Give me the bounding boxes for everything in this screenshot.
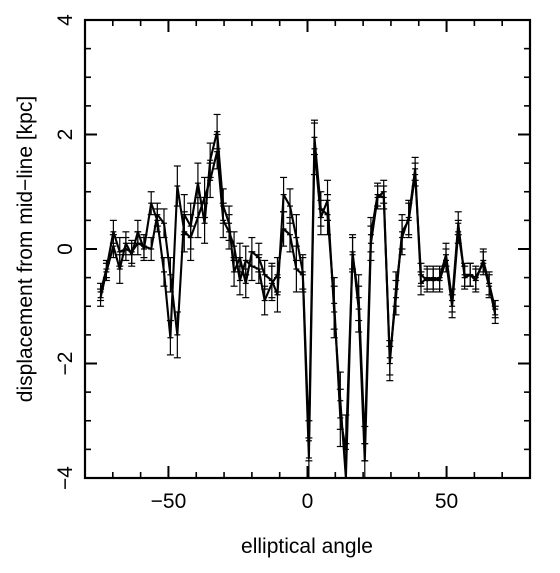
data-point: [194, 196, 202, 239]
data-point: [160, 256, 168, 287]
data-point: [97, 288, 105, 307]
data-point: [187, 214, 195, 262]
data-point: [466, 262, 474, 287]
data-point: [153, 208, 161, 233]
data-point: [454, 211, 462, 236]
data-point: [305, 437, 313, 478]
x-tick-label: −50: [151, 490, 187, 513]
x-tick-label: 0: [302, 490, 314, 513]
data-point: [248, 251, 256, 282]
data-point: [405, 199, 413, 236]
data-point: [324, 179, 332, 221]
data-point: [268, 265, 276, 302]
y-tick-label: 0: [54, 243, 77, 255]
data-point: [398, 219, 406, 256]
data-point: [236, 265, 244, 296]
data-point: [273, 256, 281, 293]
data-point: [349, 234, 357, 270]
data-point: [166, 319, 174, 356]
data-point: [128, 242, 136, 267]
data-point: [461, 265, 469, 290]
data-point: [448, 288, 456, 313]
data-point: [479, 251, 487, 276]
data-point: [122, 231, 130, 256]
data-point: [219, 202, 227, 239]
data-point: [109, 234, 117, 259]
data-point: [392, 271, 400, 307]
x-tick-label: 50: [435, 490, 458, 513]
data-point: [491, 305, 499, 325]
data-point: [140, 236, 148, 262]
data-point: [102, 262, 110, 282]
data-point: [417, 271, 425, 296]
data-point: [355, 285, 363, 333]
data-point: [380, 179, 388, 204]
data-point: [367, 225, 375, 262]
series-layer: [97, 113, 499, 478]
data-point: [292, 245, 300, 293]
data-point: [147, 236, 155, 262]
data-point: [330, 285, 338, 339]
series-1-line: [99, 130, 497, 451]
data-point: [317, 199, 325, 236]
data-point: [472, 265, 480, 290]
data-point: [242, 245, 250, 276]
data-point: [310, 122, 318, 176]
y-tick-label: −4: [54, 466, 77, 490]
data-point: [485, 274, 493, 299]
x-axis-label: elliptical angle: [241, 535, 373, 558]
y-tick-label: −2: [54, 352, 77, 376]
y-tick-label: 4: [54, 14, 77, 26]
data-point: [134, 219, 142, 244]
data-point: [411, 156, 419, 181]
data-point: [374, 185, 382, 210]
data-point: [280, 211, 288, 247]
data-point: [180, 211, 188, 253]
data-point: [386, 345, 394, 382]
data-point: [436, 265, 444, 290]
data-point: [230, 231, 238, 262]
data-point: [336, 371, 344, 430]
data-point: [147, 191, 155, 216]
data-point: [116, 254, 124, 284]
data-point: [429, 268, 437, 293]
series-1: [97, 113, 499, 478]
data-point: [255, 254, 263, 284]
data-point: [442, 242, 450, 267]
data-point: [423, 265, 431, 290]
data-point: [206, 162, 214, 199]
data-point: [299, 256, 307, 293]
data-point: [286, 216, 294, 253]
y-tick-label: 2: [54, 129, 77, 141]
data-point: [173, 165, 181, 207]
ticks-layer: −50 0 50 −4 −2 0 2 4: [54, 14, 531, 513]
data-point: [213, 133, 221, 170]
series-2-line: [99, 147, 497, 478]
data-point: [201, 176, 209, 219]
data-point: [280, 176, 288, 213]
series-2: [97, 122, 499, 478]
y-axis-label: displacement from mid−line [kpc]: [14, 96, 37, 402]
data-point: [261, 285, 269, 316]
data-point: [173, 311, 181, 359]
data-point: [160, 208, 168, 239]
data-point: [361, 443, 369, 478]
data-point: [194, 162, 202, 204]
